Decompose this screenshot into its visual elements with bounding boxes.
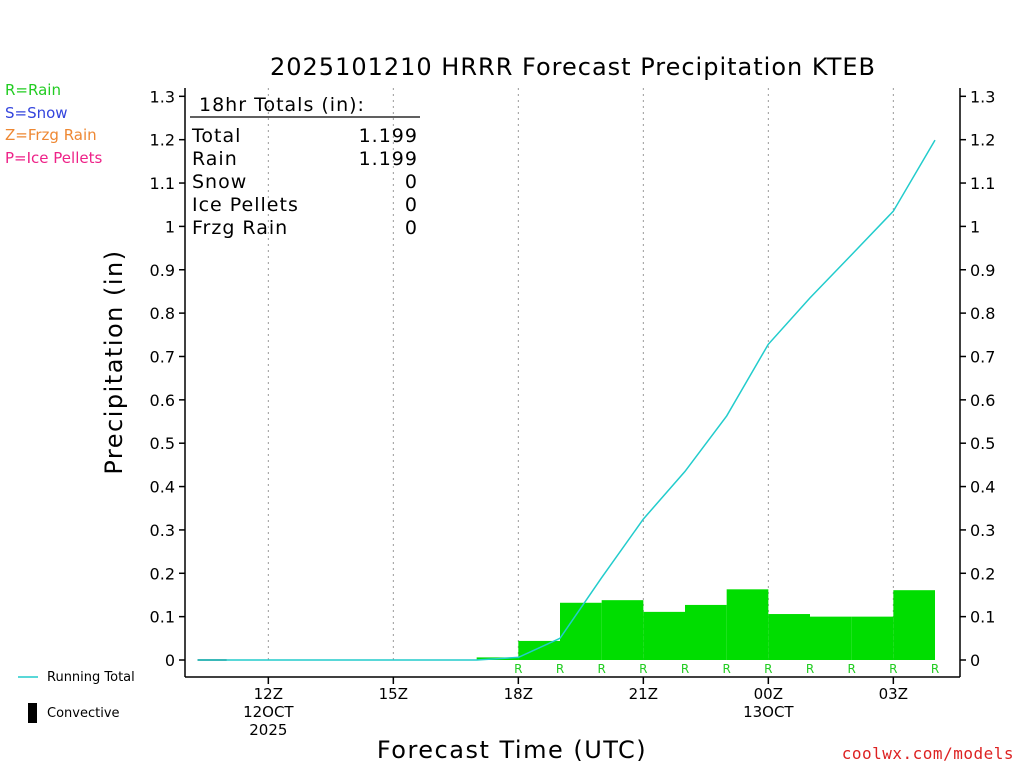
- y-tick-label-right: 0.5: [970, 434, 995, 453]
- ptype-marker-rain: R: [514, 662, 522, 676]
- y-tick-label-left: 0.8: [150, 304, 175, 323]
- y-tick-label-right: 1.2: [970, 131, 995, 150]
- y-axis-label: Precipitation (in): [100, 249, 128, 474]
- totals-row-label: Frzg Rain: [192, 217, 288, 239]
- legend-ice-pellets: P=Ice Pellets: [5, 149, 103, 167]
- x-tick-label: 03Z: [879, 685, 908, 703]
- totals-row-label: Ice Pellets: [192, 194, 299, 216]
- totals-row-value: 0: [405, 194, 418, 216]
- y-tick-label-right: 0.8: [970, 304, 995, 323]
- y-tick-label-right: 1: [970, 217, 980, 236]
- y-tick-label-right: 0: [970, 651, 980, 670]
- totals-row-value: 1.199: [359, 148, 418, 170]
- x-tick-label: 2025: [249, 721, 287, 739]
- precip-bar: [518, 640, 560, 660]
- y-tick-label-left: 0: [165, 651, 175, 670]
- totals-row-label: Rain: [192, 148, 238, 170]
- totals-row-value: 1.199: [359, 125, 418, 147]
- precip-bar: [810, 616, 852, 660]
- ptype-marker-rain: R: [806, 662, 814, 676]
- legend-frzg-rain: Z=Frzg Rain: [5, 126, 97, 144]
- running-total-key-label: Running Total: [47, 670, 135, 685]
- x-tick-label: 12OCT: [243, 703, 294, 721]
- y-tick-label-left: 1: [165, 217, 175, 236]
- axes: 0 00.1 0.10.2 0.20.3 0.30.4 0.40.5 0.50.6 0.60.…: [150, 87, 996, 739]
- y-tick-label-left: 0.5: [150, 434, 175, 453]
- totals-header: 18hr Totals (in):: [199, 94, 365, 116]
- convective-key-swatch: [28, 703, 37, 723]
- y-tick-label-right: 0.4: [970, 478, 995, 497]
- precip-bar: [893, 590, 935, 660]
- bottom-key: [18, 676, 38, 723]
- y-tick-label-right: 0.2: [970, 564, 995, 583]
- ptype-marker-rain: R: [931, 662, 939, 676]
- ptype-marker-rain: R: [681, 662, 689, 676]
- y-tick-label-left: 0.9: [150, 261, 175, 280]
- y-tick-label-left: 0.7: [150, 347, 175, 366]
- y-tick-label-right: 0.6: [970, 391, 995, 410]
- ptype-marker-rain: R: [847, 662, 855, 676]
- x-tick-label: 00Z: [754, 685, 783, 703]
- totals-row-label: Total: [191, 125, 241, 147]
- y-tick-label-right: 0.1: [970, 608, 995, 627]
- precip-bar: [768, 614, 810, 660]
- x-tick-label: 21Z: [629, 685, 658, 703]
- y-tick-label-right: 0.3: [970, 521, 995, 540]
- ptype-marker-rain: R: [722, 662, 730, 676]
- legend-rain: R=Rain: [5, 81, 61, 99]
- credit-link[interactable]: coolwx.com/models: [841, 744, 1014, 763]
- convective-key-label: Convective: [47, 706, 120, 721]
- y-tick-label-left: 0.1: [150, 608, 175, 627]
- y-tick-label-left: 0.4: [150, 478, 175, 497]
- ptype-marker-rain: R: [764, 662, 772, 676]
- totals-box: 18hr Totals (in): Total 1.199 Rain 1.199 Snow…: [190, 94, 420, 239]
- hourly-bars: [197, 589, 935, 661]
- ptype-marker-rain: R: [639, 662, 647, 676]
- ptype-marker-rain: R: [889, 662, 897, 676]
- legend-snow: S=Snow: [5, 104, 68, 122]
- y-tick-label-left: 1.2: [150, 131, 175, 150]
- precip-bar: [726, 589, 769, 660]
- precip-bar: [601, 600, 644, 660]
- ptype-marker-rain: R: [556, 662, 564, 676]
- x-axis-label: Forecast Time (UTC): [377, 736, 647, 764]
- y-tick-label-right: 1.3: [970, 87, 995, 106]
- precip-bar: [685, 604, 727, 660]
- y-tick-label-left: 0.3: [150, 521, 175, 540]
- totals-row-value: 0: [405, 217, 418, 239]
- x-tick-label: 13OCT: [743, 703, 794, 721]
- running-total-line: [197, 139, 936, 661]
- x-tick-label: 18Z: [504, 685, 533, 703]
- y-tick-label-left: 1.3: [150, 87, 175, 106]
- y-tick-label-left: 0.2: [150, 564, 175, 583]
- y-tick-label-left: 1.1: [150, 174, 175, 193]
- totals-row-value: 0: [405, 171, 418, 193]
- y-tick-label-left: 0.6: [150, 391, 175, 410]
- precip-bar: [643, 611, 685, 660]
- x-tick-label: 12Z: [254, 685, 283, 703]
- totals-row-label: Snow: [192, 171, 247, 193]
- y-tick-label-right: 0.9: [970, 261, 995, 280]
- chart-title: 2025101210 HRRR Forecast Precipitation K…: [270, 53, 876, 81]
- running-total-series: [197, 139, 936, 661]
- precip-bar: [560, 602, 602, 660]
- ptype-marker-rain: R: [597, 662, 605, 676]
- y-tick-label-right: 1.1: [970, 174, 995, 193]
- precip-bar: [851, 616, 894, 660]
- y-tick-label-right: 0.7: [970, 347, 995, 366]
- x-tick-label: 15Z: [379, 685, 408, 703]
- gridlines: [267, 88, 894, 660]
